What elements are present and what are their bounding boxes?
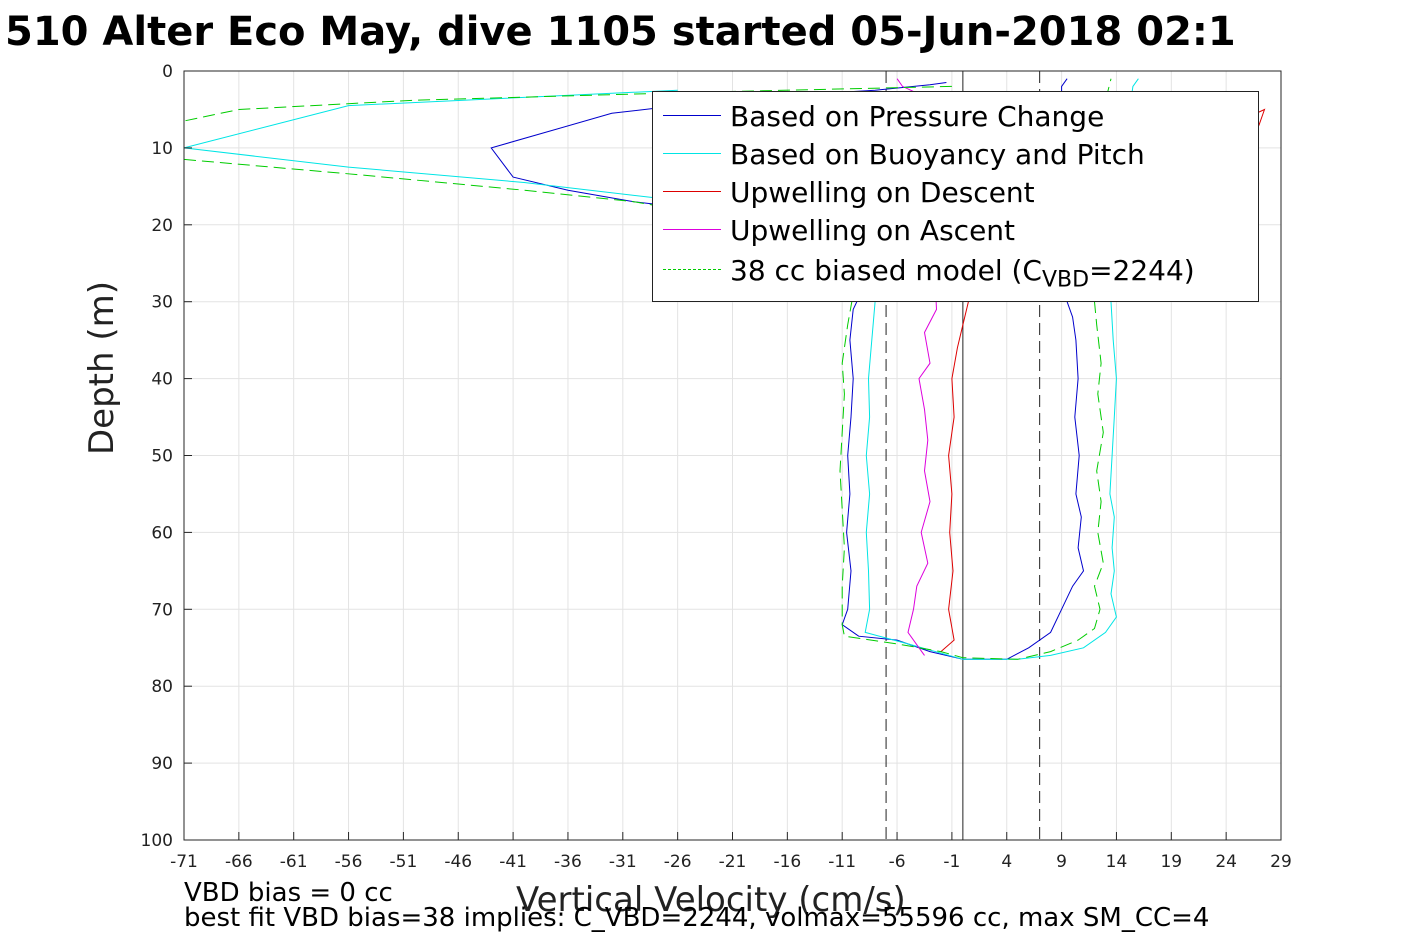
- legend-entry-pressure-change: Based on Pressure Change: [653, 96, 1258, 134]
- y-tick-label: 90: [151, 754, 173, 774]
- x-tick-label: -21: [719, 852, 747, 872]
- x-tick-label: -6: [889, 852, 906, 872]
- legend-label-pressure-change: Based on Pressure Change: [730, 100, 1105, 133]
- legend-swatch-upwelling-descent: [663, 191, 721, 192]
- x-tick-label: 24: [1215, 852, 1237, 872]
- x-tick-label: 4: [1001, 852, 1012, 872]
- y-tick-label: 30: [151, 293, 173, 313]
- y-tick-label: 20: [151, 216, 173, 236]
- footer-vbd-bias: VBD bias = 0 cc: [184, 878, 393, 908]
- legend-entry-upwelling-ascent: Upwelling on Ascent: [653, 210, 1258, 248]
- x-tick-label: -41: [499, 852, 527, 872]
- x-tick-label: -61: [280, 852, 308, 872]
- legend-swatch-pressure-change: [663, 115, 721, 116]
- y-tick-label: 0: [162, 62, 173, 82]
- x-tick-label: -11: [828, 852, 856, 872]
- legend-label-biased-model: 38 cc biased model (CVBD=2244): [730, 254, 1195, 293]
- legend-entry-buoyancy-pitch: Based on Buoyancy and Pitch: [653, 134, 1258, 172]
- y-tick-label: 70: [151, 600, 173, 620]
- x-tick-label: -46: [444, 852, 472, 872]
- x-tick-label: -26: [664, 852, 692, 872]
- x-tick-label: 14: [1106, 852, 1128, 872]
- x-tick-label: -1: [943, 852, 960, 872]
- x-tick-label: -16: [773, 852, 801, 872]
- x-tick-label: -36: [554, 852, 582, 872]
- x-tick-label: 19: [1160, 852, 1182, 872]
- x-tick-label: -31: [609, 852, 637, 872]
- tick-layer: -71 -66 -61 -56 -51 -46 -41 -36 -31 -26 -21 -16 -11 -…: [141, 62, 1292, 872]
- footer-best-fit: best fit VBD bias=38 implies: C_VBD=2244…: [184, 903, 1210, 933]
- y-tick-label: 40: [151, 370, 173, 390]
- legend: Based on Pressure Change Based on Buoyan…: [652, 91, 1259, 302]
- y-axis-label: Depth (m): [82, 280, 122, 455]
- legend-label-upwelling-descent: Upwelling on Descent: [730, 176, 1035, 209]
- x-tick-label: -71: [170, 852, 198, 872]
- y-tick-label: 60: [151, 523, 173, 543]
- legend-swatch-biased-model: [663, 269, 721, 270]
- y-tick-label: 10: [151, 139, 173, 159]
- x-tick-label: -51: [390, 852, 418, 872]
- legend-label-buoyancy-pitch: Based on Buoyancy and Pitch: [730, 138, 1145, 171]
- chart-title: 510 Alter Eco May, dive 1105 started 05-…: [5, 9, 1236, 55]
- legend-swatch-buoyancy-pitch: [663, 153, 721, 154]
- legend-entry-biased-model: 38 cc biased model (CVBD=2244): [653, 250, 1258, 293]
- legend-swatch-upwelling-ascent: [663, 229, 721, 230]
- legend-label-upwelling-ascent: Upwelling on Ascent: [730, 214, 1016, 247]
- legend-entry-upwelling-descent: Upwelling on Descent: [653, 172, 1258, 210]
- y-tick-label: 100: [141, 831, 173, 851]
- y-tick-label: 80: [151, 677, 173, 697]
- x-tick-label: 9: [1056, 852, 1067, 872]
- x-tick-label: 29: [1270, 852, 1292, 872]
- x-tick-label: -56: [335, 852, 363, 872]
- x-axis-label: Vertical Velocity (cm/s): [516, 880, 906, 920]
- series-pressure-change: [490, 78, 1085, 660]
- y-tick-label: 50: [151, 447, 173, 467]
- x-tick-label: -66: [225, 852, 253, 872]
